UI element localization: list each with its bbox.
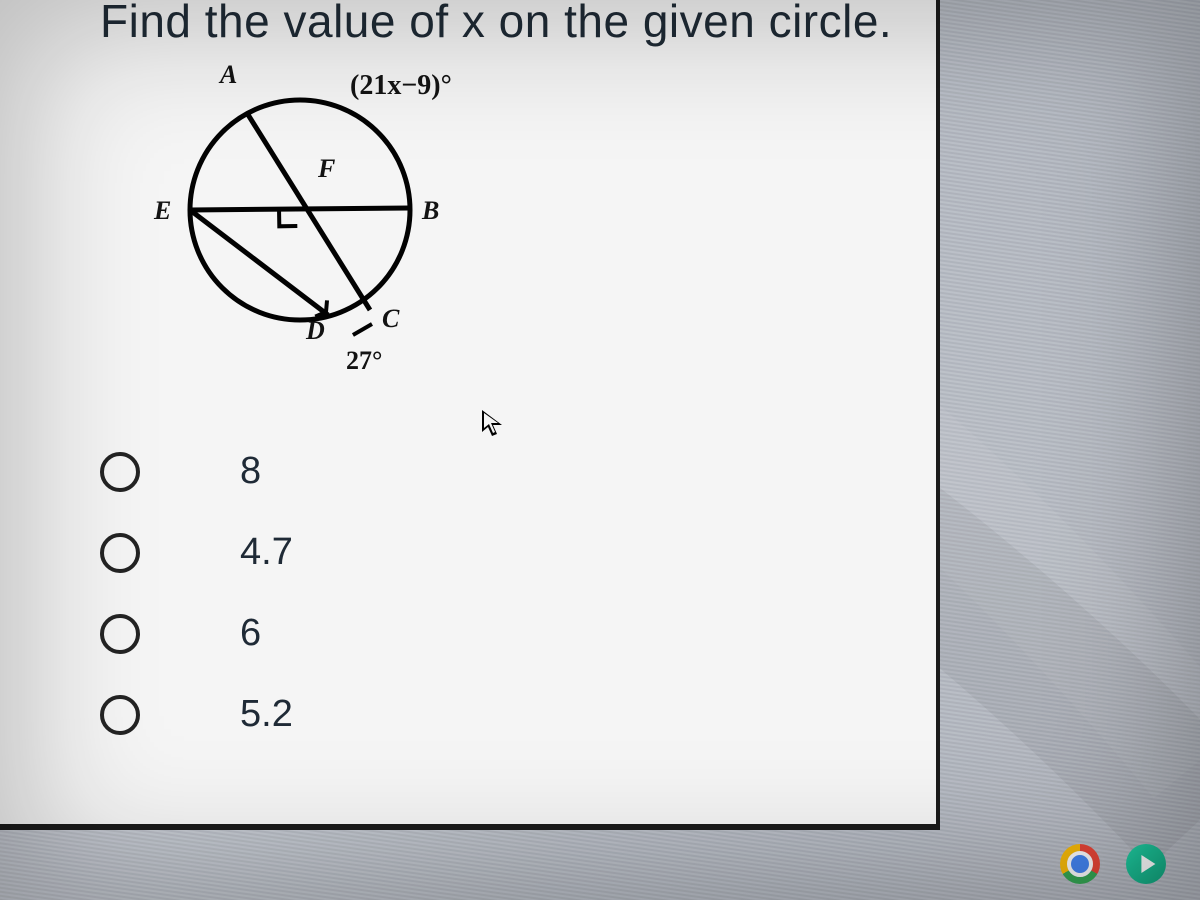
radio-icon[interactable] [100,452,140,492]
taskbar-icons [1058,842,1168,886]
option-0[interactable]: 8 [100,450,293,493]
option-3[interactable]: 5.2 [100,693,293,736]
quiz-panel: Find the value of x on the given circle. [0,0,940,830]
chrome-icon[interactable] [1058,842,1102,886]
point-label-b: B [422,196,439,226]
angle-dc-value: 27° [346,346,382,376]
radio-icon[interactable] [100,695,140,735]
circle-diagram: A B C D E F (21x−9)° 27° [130,50,470,390]
option-label: 4.7 [240,531,293,574]
option-1[interactable]: 4.7 [100,531,293,574]
media-play-icon[interactable] [1124,842,1168,886]
point-label-f: F [318,154,335,184]
option-label: 5.2 [240,693,293,736]
point-label-a: A [220,60,237,90]
point-label-d: D [306,316,325,346]
angle-dc-tick [353,324,372,335]
chord-eb [190,208,410,210]
arc-ab-expression: (21x−9)° [350,70,452,102]
point-label-e: E [154,196,171,226]
option-label: 6 [240,612,261,655]
diagram-svg [130,50,510,410]
option-2[interactable]: 6 [100,612,293,655]
radio-icon[interactable] [100,533,140,573]
option-label: 8 [240,450,261,493]
screen-background: Find the value of x on the given circle. [0,0,1200,900]
question-prompt: Find the value of x on the given circle. [100,0,892,48]
chord-ed [190,210,328,315]
radio-icon[interactable] [100,614,140,654]
answer-options: 8 4.7 6 5.2 [100,450,293,774]
point-label-c: C [382,304,399,334]
